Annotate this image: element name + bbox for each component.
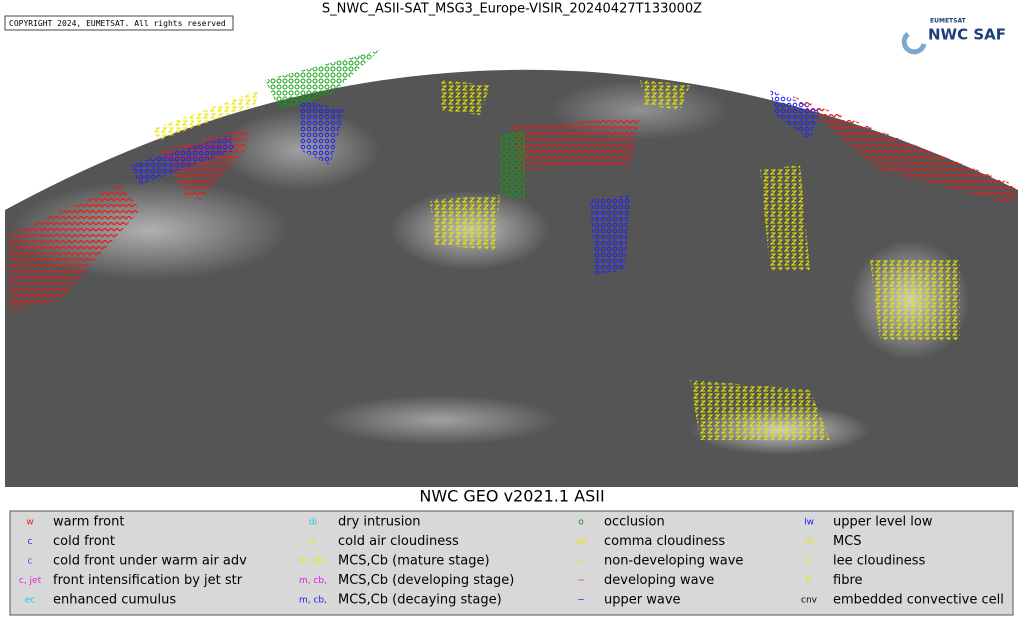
legend-label: upper level low — [833, 515, 933, 530]
legend-label: cold air cloudiness — [338, 534, 459, 549]
legend-symbol: m, cb, — [299, 576, 327, 586]
legend-label: embedded convective cell — [833, 593, 1004, 608]
legend-symbol: F — [806, 576, 811, 586]
legend-symbol: ~ — [577, 576, 585, 586]
legend-symbol: co — [576, 537, 587, 547]
legend: w warm front c cold front c cold front under … — [19, 515, 1004, 608]
legend-label: warm front — [53, 515, 124, 530]
legend-symbol: ec — [25, 596, 36, 606]
legend-label: dry intrusion — [338, 515, 421, 530]
title: S_NWC_ASII-SAT_MSG3_Europe-VISIR_2024042… — [322, 2, 702, 17]
footer-title: NWC GEO v2021.1 ASII — [419, 487, 604, 506]
legend-symbol: di — [309, 518, 317, 528]
legend-box — [9, 510, 1014, 616]
legend-label: lee cloudiness — [833, 554, 926, 569]
legend-symbol: o — [578, 518, 584, 528]
copyright: COPYRIGHT 2024, EUMETSAT. All rights res… — [9, 19, 226, 28]
legend-label: occlusion — [604, 515, 665, 530]
legend-symbol: L — [806, 557, 811, 567]
logo-icon — [901, 32, 927, 55]
legend-symbol: ~ — [577, 596, 585, 606]
legend-symbol: w — [26, 518, 33, 528]
legend-label: MCS,Cb (decaying stage) — [338, 593, 502, 608]
legend-symbol: c — [28, 557, 33, 567]
logo: NWC SAF — [928, 26, 1006, 44]
legend-symbol: z — [311, 537, 316, 547]
legend-label: MCS — [833, 534, 862, 549]
legend-label: cold front — [53, 534, 115, 549]
legend-label: comma cloudiness — [604, 534, 725, 549]
legend-symbol: m — [805, 537, 814, 547]
legend-label: MCS,Cb (mature stage) — [338, 554, 490, 569]
legend-symbol: ~ — [577, 557, 585, 567]
logo-small: EUMETSAT — [930, 18, 967, 25]
legend-label: MCS,Cb (developing stage) — [338, 573, 514, 588]
copyright-box — [4, 15, 234, 31]
legend-symbol: c — [28, 537, 33, 547]
legend-label: fibre — [833, 573, 863, 588]
legend-symbol: lw — [804, 518, 814, 528]
legend-label: developing wave — [604, 573, 714, 588]
legend-label: non-developing wave — [604, 554, 743, 569]
legend-symbol: m, cb, — [299, 596, 327, 606]
legend-symbol: c, jet — [19, 576, 42, 586]
legend-symbol: m, cb, — [299, 557, 327, 567]
legend-label: front intensification by jet str — [53, 573, 243, 588]
legend-label: upper wave — [604, 593, 681, 608]
front-symbols — [8, 50, 1015, 440]
legend-label: cold front under warm air adv — [53, 554, 247, 569]
legend-label: enhanced cumulus — [53, 593, 176, 608]
legend-symbol: cnv — [801, 596, 818, 606]
